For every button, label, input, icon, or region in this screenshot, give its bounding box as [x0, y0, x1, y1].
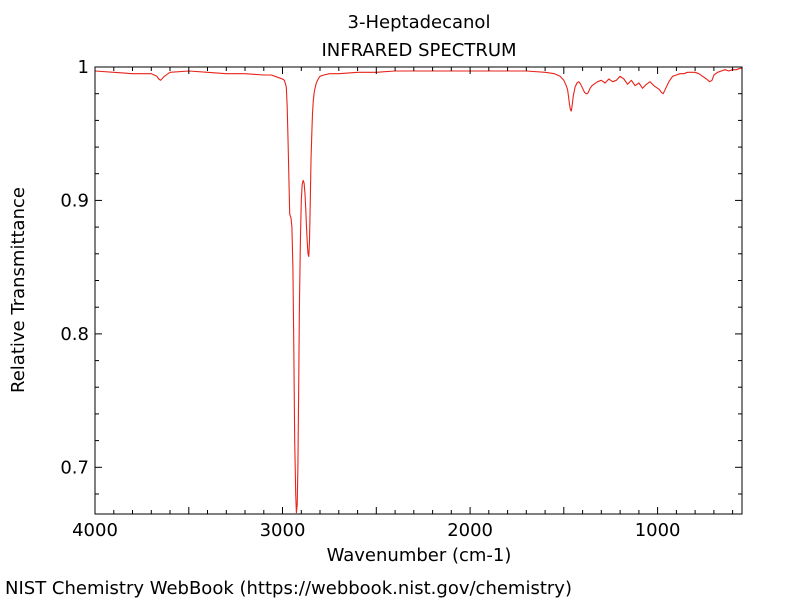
x-tick-label: 1000 [635, 520, 681, 541]
y-tick-label: 0.9 [60, 190, 89, 211]
y-tick-label: 1 [78, 57, 89, 78]
plot-frame [94, 66, 743, 515]
x-tick-label: 2000 [447, 520, 493, 541]
chart-subtitle: INFRARED SPECTRUM [321, 40, 516, 61]
y-tick-label: 0.7 [60, 457, 89, 478]
x-axis-label: Wavenumber (cm-1) [327, 545, 512, 566]
x-axis: 4000 3000 2000 1000 [72, 67, 734, 541]
x-tick-label: 3000 [260, 520, 306, 541]
y-axis: 0.7 0.8 0.9 1 [60, 57, 742, 495]
plot-area [94, 67, 742, 514]
footer-credit: NIST Chemistry WebBook (https://webbook.… [5, 578, 572, 599]
chart-title: 3-Heptadecanol [348, 12, 491, 33]
y-axis-label: Relative Transmittance [8, 187, 29, 393]
y-tick-label: 0.8 [60, 324, 89, 345]
spectrum-line-0 [94, 67, 742, 514]
x-tick-label: 4000 [72, 520, 118, 541]
